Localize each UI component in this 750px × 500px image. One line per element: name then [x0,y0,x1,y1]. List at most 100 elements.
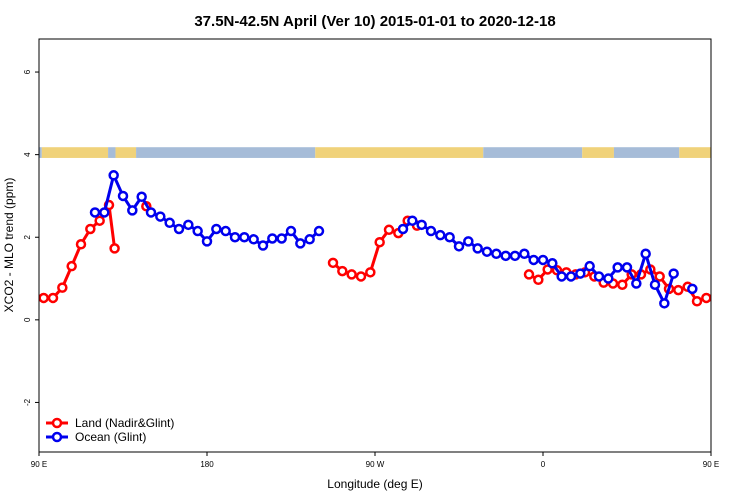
band-segment-land [315,147,484,158]
data-point [691,296,703,307]
data-point [155,211,166,222]
data-point [211,223,222,235]
data-point [173,223,185,235]
data-point [472,243,483,254]
data-point [593,271,605,282]
data-point [355,271,367,282]
series-ocean [89,170,698,309]
data-point [673,284,684,296]
y-tick-label: -2 [23,398,32,406]
y-tick-label: 0 [23,317,32,322]
data-point [109,243,120,254]
legend: Land (Nadir&Glint) Ocean (Glint) [46,416,174,444]
data-point [584,260,595,272]
data-point [257,240,269,251]
band-segment-ocean [39,147,42,158]
data-point [500,250,511,262]
band-segment-ocean [613,147,680,158]
data-point [509,250,521,262]
data-point [491,248,502,260]
band-segment-land [679,147,711,158]
data-point [229,231,241,243]
data-point [108,170,119,181]
data-point [659,298,670,309]
data-point [721,284,729,292]
series-layer [39,170,748,309]
x-tick-label: 90 E [703,460,719,469]
data-point [267,233,278,244]
y-axis-label: XCO2 - MLO trend (ppm) [2,178,16,313]
data-point [556,271,567,282]
y-tick-label: 2 [23,234,32,239]
data-point [649,279,661,290]
data-point [239,231,250,243]
data-point [295,238,306,249]
y-tick-label: 4 [23,152,32,157]
data-point [612,262,623,273]
data-point [346,269,357,280]
data-point [463,236,474,247]
legend-ocean-marker [51,431,63,443]
legend-land-marker [51,417,63,429]
data-point [710,295,711,301]
y-axis: -2 0 2 4 6 [23,69,39,406]
band-segment-ocean [483,147,583,158]
data-point [523,269,535,280]
data-point [57,282,68,293]
data-point [75,239,87,250]
legend-entry-land: Land (Nadir&Glint) [46,416,174,430]
data-point [533,274,544,286]
band-segment-land [582,147,614,158]
data-point [192,225,203,237]
data-point [164,217,175,229]
data-point [47,292,59,304]
data-point [631,278,642,289]
data-point [374,236,385,248]
data-point [407,215,418,226]
data-point [313,225,325,237]
data-point [89,207,101,218]
data-point [127,205,138,216]
data-point [575,268,586,279]
data-point [248,234,259,245]
data-point [383,224,395,236]
data-point [39,292,49,304]
x-tick-label: 90 E [31,460,47,469]
data-point [117,190,129,202]
data-point [730,262,738,270]
x-tick-label: 90 W [366,460,385,469]
data-point [327,257,339,269]
x-axis-label: Longitude (deg E) [327,477,422,491]
x-tick-label: 180 [200,460,214,469]
data-point [481,246,493,257]
plot-area-border [38,38,712,453]
data-point [687,283,698,295]
y-tick-label: 6 [23,69,32,74]
data-point [136,191,147,203]
legend-ocean-label: Ocean (Glint) [75,430,146,444]
legend-entry-ocean: Ocean (Glint) [46,430,146,444]
data-point [603,273,614,284]
band-segment-land [41,147,109,158]
data-point [220,225,231,237]
data-point [444,231,455,243]
data-point [66,260,77,272]
data-point [528,254,539,266]
band-segment-land [115,147,137,158]
data-point [183,219,194,231]
data-point [740,240,748,248]
data-point [453,241,465,252]
data-point [337,265,348,277]
data-point [425,225,437,237]
data-point [276,233,287,244]
data-point [654,271,665,282]
data-point [668,268,679,279]
data-point [304,234,315,245]
data-point [617,279,628,290]
data-point [85,223,96,235]
band-segment-ocean [136,147,316,158]
data-point [565,271,577,282]
data-point [145,207,157,218]
band-segment-ocean [108,147,116,158]
